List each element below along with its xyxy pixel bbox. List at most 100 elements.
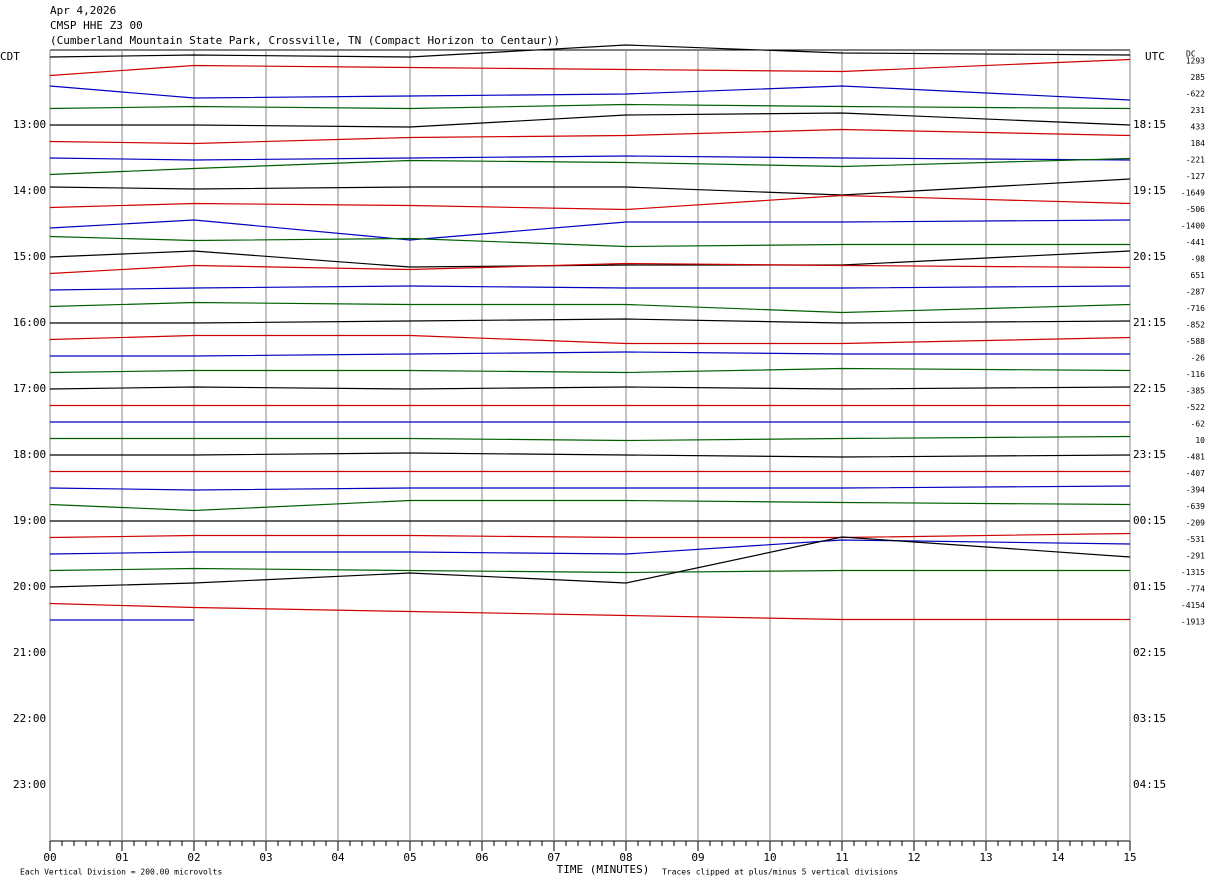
dc-offset: -1315 [1181, 568, 1205, 577]
trace [49, 499, 1131, 512]
trace [49, 567, 1130, 574]
left-hour-label: 20:00 [13, 580, 46, 593]
trace [49, 536, 1131, 588]
dc-offset: -1649 [1181, 189, 1205, 198]
dc-offset: -287 [1186, 288, 1205, 297]
x-tick-label: 07 [547, 851, 560, 864]
x-tick-label: 13 [979, 851, 992, 864]
right-hour-label: 04:15 [1133, 778, 1166, 791]
trace [49, 58, 1131, 77]
trace [49, 194, 1131, 211]
dc-offset: 1293 [1186, 57, 1205, 66]
left-hour-label: 16:00 [13, 316, 46, 329]
trace [49, 301, 1131, 314]
left-hour-label: 17:00 [13, 382, 46, 395]
dc-offset: -481 [1186, 453, 1205, 462]
left-hour-label: 21:00 [13, 646, 46, 659]
dc-offset: -4154 [1181, 601, 1205, 610]
trace [49, 128, 1131, 145]
left-hour-label: 22:00 [13, 712, 46, 725]
right-hour-label: 22:15 [1133, 382, 1166, 395]
dc-offset: -62 [1191, 420, 1206, 429]
dc-offset: -116 [1186, 370, 1205, 379]
right-hour-label: 18:15 [1133, 118, 1166, 131]
left-hour-label: 19:00 [13, 514, 46, 527]
left-hour-label: 15:00 [13, 250, 46, 263]
dc-offset: -1400 [1181, 222, 1205, 231]
right-zone: UTC [1145, 50, 1165, 63]
dc-offset: -852 [1186, 321, 1205, 330]
dc-offset: 10 [1195, 436, 1205, 445]
dc-offset: -1913 [1181, 618, 1205, 627]
dc-offset: -221 [1186, 156, 1205, 165]
trace [49, 334, 1131, 345]
left-hour-label: 23:00 [13, 778, 46, 791]
dc-offset: -98 [1191, 255, 1206, 264]
x-tick-label: 00 [43, 851, 56, 864]
trace [50, 435, 1131, 442]
trace [49, 602, 1130, 621]
dc-offset: -622 [1186, 90, 1205, 99]
trace [49, 386, 1131, 390]
dc-offset: -531 [1186, 535, 1205, 544]
left-hour-label: 18:00 [13, 448, 46, 461]
trace [49, 157, 1131, 176]
x-tick-label: 06 [475, 851, 488, 864]
x-tick-label: 02 [187, 851, 200, 864]
right-hour-label: 21:15 [1133, 316, 1166, 329]
x-tick-label: 11 [835, 851, 848, 864]
dc-offset: -522 [1186, 403, 1205, 412]
trace [49, 155, 1131, 161]
right-hour-label: 01:15 [1133, 580, 1166, 593]
trace [49, 367, 1131, 374]
x-label: TIME (MINUTES) [557, 863, 650, 876]
x-tick-label: 10 [763, 851, 776, 864]
dc-offset: -394 [1186, 486, 1205, 495]
left-zone: CDT [0, 50, 20, 63]
trace [50, 112, 1131, 128]
right-hour-label: 20:15 [1133, 250, 1166, 263]
dc-offset: -639 [1186, 502, 1205, 511]
trace [49, 219, 1131, 241]
location: (Cumberland Mountain State Park, Crossvi… [50, 34, 560, 47]
dc-offset: 433 [1191, 123, 1206, 132]
dc-header: DC [1186, 50, 1196, 59]
trace [50, 452, 1131, 458]
dc-offset: -26 [1191, 354, 1206, 363]
dc-offset: -291 [1186, 552, 1205, 561]
right-hour-label: 00:15 [1133, 514, 1166, 527]
trace [49, 235, 1130, 248]
dc-offset: 184 [1191, 139, 1206, 148]
right-hour-label: 03:15 [1133, 712, 1166, 725]
dc-offset: 231 [1191, 106, 1206, 115]
trace [49, 485, 1131, 491]
clip-note: Traces clipped at plus/minus 5 vertical … [662, 868, 898, 877]
left-hour-label: 13:00 [13, 118, 46, 131]
trace [49, 85, 1131, 101]
dc-offset: -588 [1186, 337, 1205, 346]
dc-offset: 651 [1191, 271, 1206, 280]
x-tick-label: 05 [403, 851, 416, 864]
trace [49, 285, 1131, 291]
right-hour-label: 23:15 [1133, 448, 1166, 461]
dc-offset: 285 [1191, 73, 1206, 82]
dc-offset: -127 [1186, 172, 1205, 181]
trace [49, 178, 1131, 196]
station: CMSP HHE Z3 00 [50, 19, 143, 32]
dc-offset: -774 [1186, 585, 1205, 594]
dc-offset: -716 [1186, 304, 1205, 313]
x-tick-label: 08 [619, 851, 632, 864]
x-tick-label: 15 [1123, 851, 1136, 864]
trace [49, 532, 1131, 539]
right-hour-label: 02:15 [1133, 646, 1166, 659]
x-tick-label: 12 [907, 851, 920, 864]
dc-offset: -506 [1186, 205, 1205, 214]
x-tick-label: 03 [259, 851, 272, 864]
x-tick-label: 01 [115, 851, 128, 864]
trace [50, 351, 1130, 357]
dc-offset: -441 [1186, 238, 1205, 247]
trace [49, 262, 1131, 275]
trace [49, 103, 1131, 110]
